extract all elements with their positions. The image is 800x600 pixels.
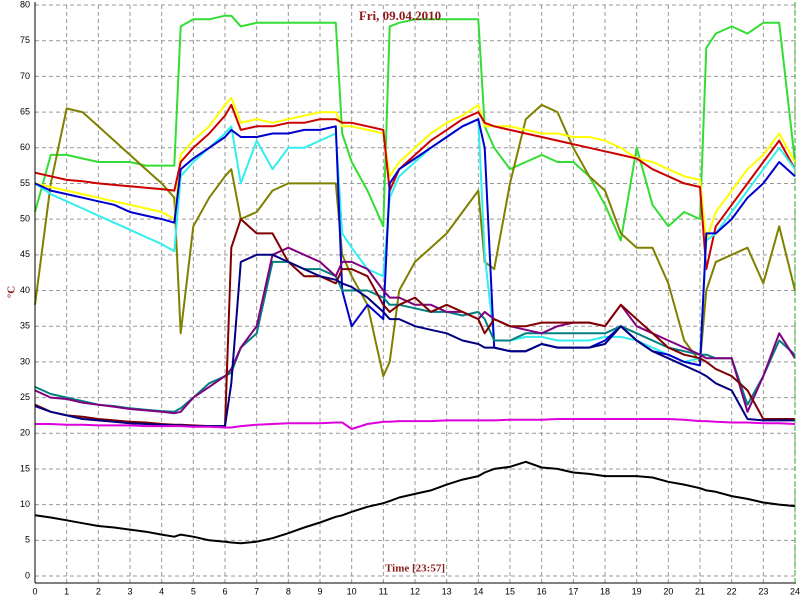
- series-line: [34, 14, 796, 242]
- x-tick-label: 11: [379, 586, 388, 596]
- y-tick-label: 35: [20, 321, 30, 331]
- x-tick-label: 8: [286, 586, 291, 596]
- x-tick-label: 10: [347, 586, 357, 596]
- y-tick-label: 5: [25, 535, 30, 545]
- x-tick-label: 16: [537, 586, 547, 596]
- y-tick-label: 50: [20, 214, 30, 224]
- x-tick-label: 21: [695, 586, 705, 596]
- y-tick-label: 25: [20, 392, 30, 402]
- x-tick-label: 15: [505, 586, 515, 596]
- x-tick-label: 22: [727, 586, 737, 596]
- series-line: [34, 103, 796, 378]
- x-tick-label: 18: [600, 586, 610, 596]
- x-tick-label: 12: [410, 586, 420, 596]
- series-line: [34, 460, 796, 545]
- series-line: [35, 418, 796, 430]
- y-tick-label: 70: [20, 71, 30, 81]
- x-tick-label: 3: [127, 586, 132, 596]
- x-tick-label: 23: [758, 586, 768, 596]
- y-tick-label: 45: [20, 249, 30, 259]
- plot-lines: [34, 14, 796, 545]
- y-tick-label: 80: [20, 0, 30, 9]
- chart-title: Fri, 09.04.2010: [359, 8, 441, 23]
- x-tick-label: 17: [568, 586, 578, 596]
- x-tick-label: 13: [442, 586, 452, 596]
- x-tick-label: 1: [64, 586, 69, 596]
- x-tick-label: 24: [790, 586, 800, 596]
- y-tick-label: 55: [20, 178, 30, 188]
- y-tick-label: 65: [20, 106, 30, 116]
- y-tick-label: 60: [20, 142, 30, 152]
- x-tick-label: 6: [222, 586, 227, 596]
- x-tick-label: 2: [96, 586, 101, 596]
- y-tick-label: 20: [20, 428, 30, 438]
- x-tick-label: 20: [663, 586, 673, 596]
- x-tick-label: 19: [632, 586, 642, 596]
- y-tick-label: 15: [20, 463, 30, 473]
- x-tick-label: 14: [473, 586, 483, 596]
- y-axis-label: °C: [6, 286, 18, 298]
- y-tick-label: 40: [20, 285, 30, 295]
- x-axis-label: Time [23:57]: [385, 563, 445, 575]
- x-tick-label: 0: [32, 586, 37, 596]
- y-tick-label: 10: [20, 499, 30, 509]
- y-tick-label: 75: [20, 35, 30, 45]
- y-tick-label: 30: [20, 356, 30, 366]
- series-line: [34, 246, 796, 415]
- x-tick-label: 5: [191, 586, 196, 596]
- x-tick-label: 4: [159, 586, 164, 596]
- series-line: [34, 118, 796, 367]
- y-tick-label: 0: [25, 570, 30, 580]
- x-tick-label: 9: [317, 586, 322, 596]
- x-tick-label: 7: [254, 586, 259, 596]
